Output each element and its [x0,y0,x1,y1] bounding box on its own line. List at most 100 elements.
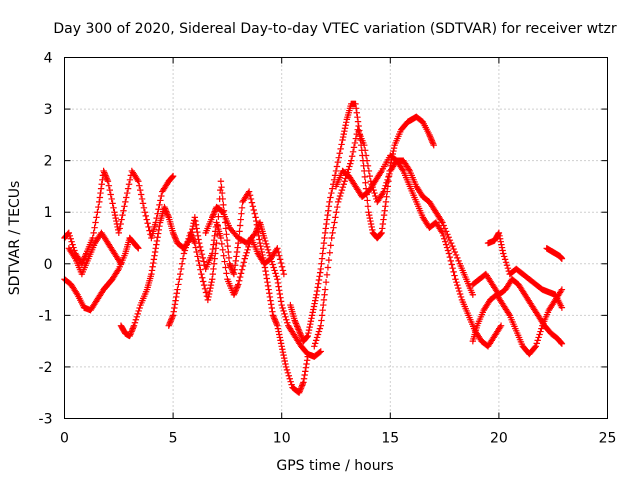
data-point [363,157,371,164]
data-point [191,214,199,221]
data-point [130,322,138,329]
data-point [311,343,318,350]
data-point [469,291,477,298]
data-point [202,289,210,296]
data-point [212,250,219,257]
data-point [196,262,203,269]
data-point [96,198,103,206]
data-point [134,176,141,183]
data-point [271,267,278,274]
data-point [213,231,221,238]
data-point [274,279,282,287]
data-point [384,176,391,183]
data-point [321,234,328,242]
data-point [264,279,271,286]
data-point [298,333,305,340]
data-point [345,166,352,173]
data-point [104,176,111,183]
data-point [205,293,212,301]
data-point [206,287,213,295]
data-point [192,221,200,228]
data-point [274,325,282,332]
data-point [377,169,384,176]
data-point [164,211,171,218]
data-point [429,140,437,147]
data-point [151,252,158,259]
data-point [174,286,181,293]
data-point [111,211,119,219]
data-point [175,281,182,288]
data-point [68,238,75,245]
data-point [200,258,208,265]
data-point [195,257,202,265]
series-track-13 [65,229,125,278]
data-point [438,228,445,235]
data-point [190,238,198,245]
data-point [339,136,346,144]
data-point [454,281,461,289]
data-point [455,287,463,295]
data-point [327,242,334,249]
x-tick-label: 10 [273,431,291,447]
data-point [253,228,260,235]
data-point [215,213,222,220]
data-point [332,167,340,175]
data-point [444,247,452,254]
data-point [450,245,457,253]
data-point [302,368,309,375]
data-point [533,340,540,347]
data-point [335,154,342,161]
data-point [233,253,240,260]
data-point [557,287,565,295]
data-point [326,249,333,256]
data-point [233,285,240,293]
data-point [455,257,462,265]
data-point [189,235,197,242]
data-point [303,334,310,341]
data-point [96,194,104,201]
data-point [348,157,355,164]
data-point [386,170,393,178]
data-point [324,264,332,271]
data-point [212,245,220,252]
data-point [445,234,452,241]
data-point [333,209,340,216]
data-point [337,189,345,197]
data-point [317,348,324,355]
data-point [182,244,190,251]
data-point [251,210,258,217]
data-point [261,260,268,267]
data-point [155,226,163,234]
data-point [230,269,237,276]
data-point [127,331,134,338]
data-point [500,253,508,260]
data-point [93,214,100,221]
data-point [98,181,105,188]
data-point [277,294,284,301]
data-point [257,242,264,250]
data-point [142,212,149,220]
data-point [449,242,456,250]
data-point [210,265,217,273]
data-point [300,375,308,382]
data-point [558,304,566,311]
data-point [337,145,344,153]
data-point [381,185,388,192]
data-point [113,217,120,225]
data-point [496,235,504,242]
data-point [323,216,331,223]
data-point [383,179,390,186]
data-point [157,197,164,204]
data-point [152,245,159,252]
data-point [442,241,450,248]
data-point [102,173,110,181]
data-point [316,325,324,332]
data-point [279,346,286,353]
y-tick-label: -3 [39,412,53,428]
data-point [208,214,216,221]
data-point [314,284,321,291]
data-point [281,310,288,318]
data-point [320,296,328,304]
data-point [317,265,324,273]
data-point [246,192,254,199]
